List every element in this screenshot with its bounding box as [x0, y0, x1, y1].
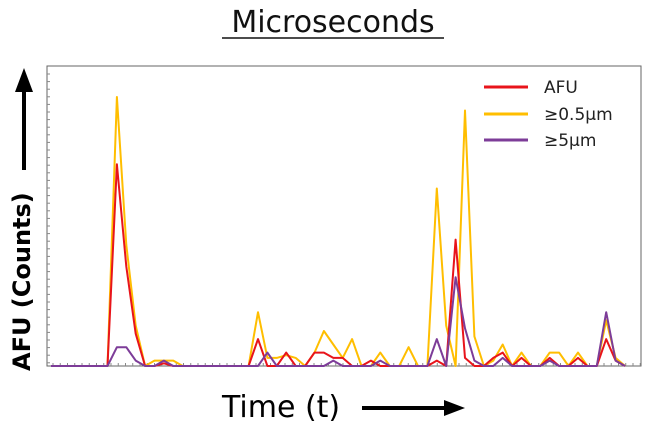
- x-axis-label: Time (t): [221, 390, 340, 422]
- series-lines: [51, 96, 626, 367]
- legend-label-afu: AFU: [544, 78, 578, 98]
- y-axis-arrow: [15, 68, 33, 170]
- series-line-5um: [51, 276, 626, 367]
- legend-label-0-5um: ≥0.5μm: [544, 105, 613, 125]
- legend: AFU ≥0.5μm ≥5μm: [484, 78, 613, 151]
- chart-title: Microseconds: [231, 5, 434, 40]
- y-axis-label: AFU (Counts): [8, 192, 36, 371]
- y-ticks: [47, 73, 50, 364]
- legend-label-5um: ≥5μm: [544, 131, 596, 151]
- x-axis-arrow: [362, 400, 465, 416]
